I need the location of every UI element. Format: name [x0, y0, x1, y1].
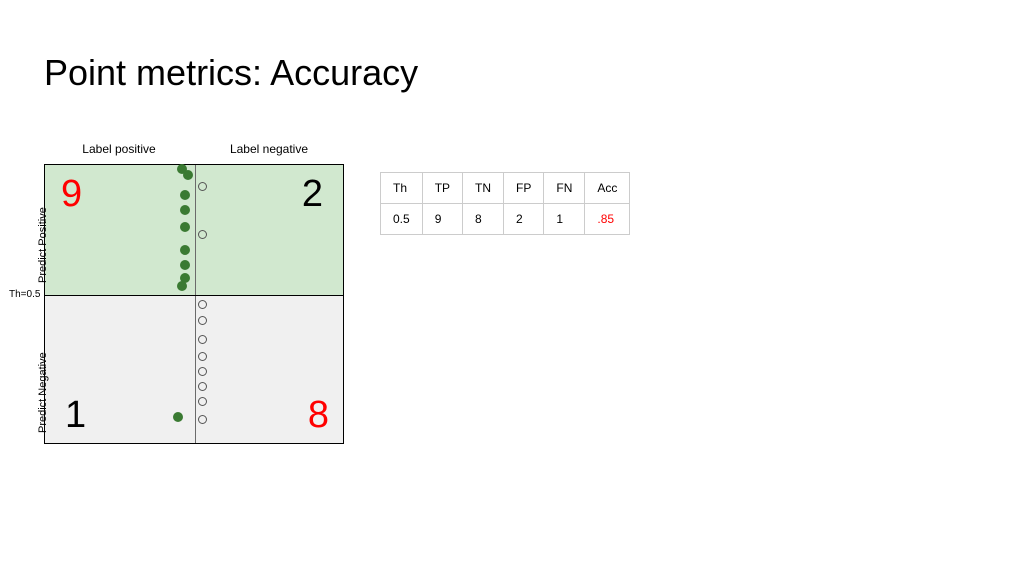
row-label-negative: Predict Negative [37, 352, 49, 433]
negative-point [198, 230, 207, 239]
positive-point [173, 412, 183, 422]
negative-point [198, 316, 207, 325]
metrics-cell: 2 [504, 204, 544, 235]
metrics-col-header: TP [422, 173, 462, 204]
metrics-cell: .85 [585, 204, 630, 235]
threshold-line [45, 295, 343, 296]
fn-count: 1 [65, 394, 86, 437]
column-headers: Label positive Label negative [44, 142, 364, 156]
metrics-col-header: TN [463, 173, 504, 204]
negative-point [198, 335, 207, 344]
negative-point [198, 367, 207, 376]
col-label-negative: Label negative [194, 142, 344, 156]
positive-point [180, 190, 190, 200]
metrics-row: 0.59821.85 [381, 204, 630, 235]
metrics-col-header: FP [504, 173, 544, 204]
negative-point [198, 415, 207, 424]
metrics-col-header: Acc [585, 173, 630, 204]
positive-point [180, 222, 190, 232]
page-title: Point metrics: Accuracy [44, 52, 418, 94]
positive-point [183, 170, 193, 180]
positive-point [180, 245, 190, 255]
metrics-table: ThTPTNFPFNAcc 0.59821.85 [380, 172, 630, 235]
predict-positive-region [45, 165, 343, 295]
positive-point [180, 205, 190, 215]
predict-negative-region [45, 295, 343, 443]
confusion-chart: Label positive Label negative 9 2 1 8 Pr… [44, 142, 364, 444]
negative-point [198, 397, 207, 406]
negative-point [198, 352, 207, 361]
metrics-header-row: ThTPTNFPFNAcc [381, 173, 630, 204]
metrics-cell: 1 [544, 204, 585, 235]
metrics-cell: 8 [463, 204, 504, 235]
label-divider [195, 165, 196, 443]
negative-point [198, 300, 207, 309]
metrics-cell: 0.5 [381, 204, 423, 235]
metrics-col-header: FN [544, 173, 585, 204]
tp-count: 9 [61, 173, 82, 216]
metrics-cell: 9 [422, 204, 462, 235]
tn-count: 8 [308, 394, 329, 437]
col-label-positive: Label positive [44, 142, 194, 156]
negative-point [198, 382, 207, 391]
fp-count: 2 [302, 173, 323, 216]
plot-box: 9 2 1 8 Predict Positive Predict Negativ… [44, 164, 344, 444]
negative-point [198, 182, 207, 191]
threshold-label: Th=0.5 [9, 289, 40, 300]
row-label-positive: Predict Positive [37, 207, 49, 283]
metrics-col-header: Th [381, 173, 423, 204]
positive-point [177, 281, 187, 291]
positive-point [180, 260, 190, 270]
